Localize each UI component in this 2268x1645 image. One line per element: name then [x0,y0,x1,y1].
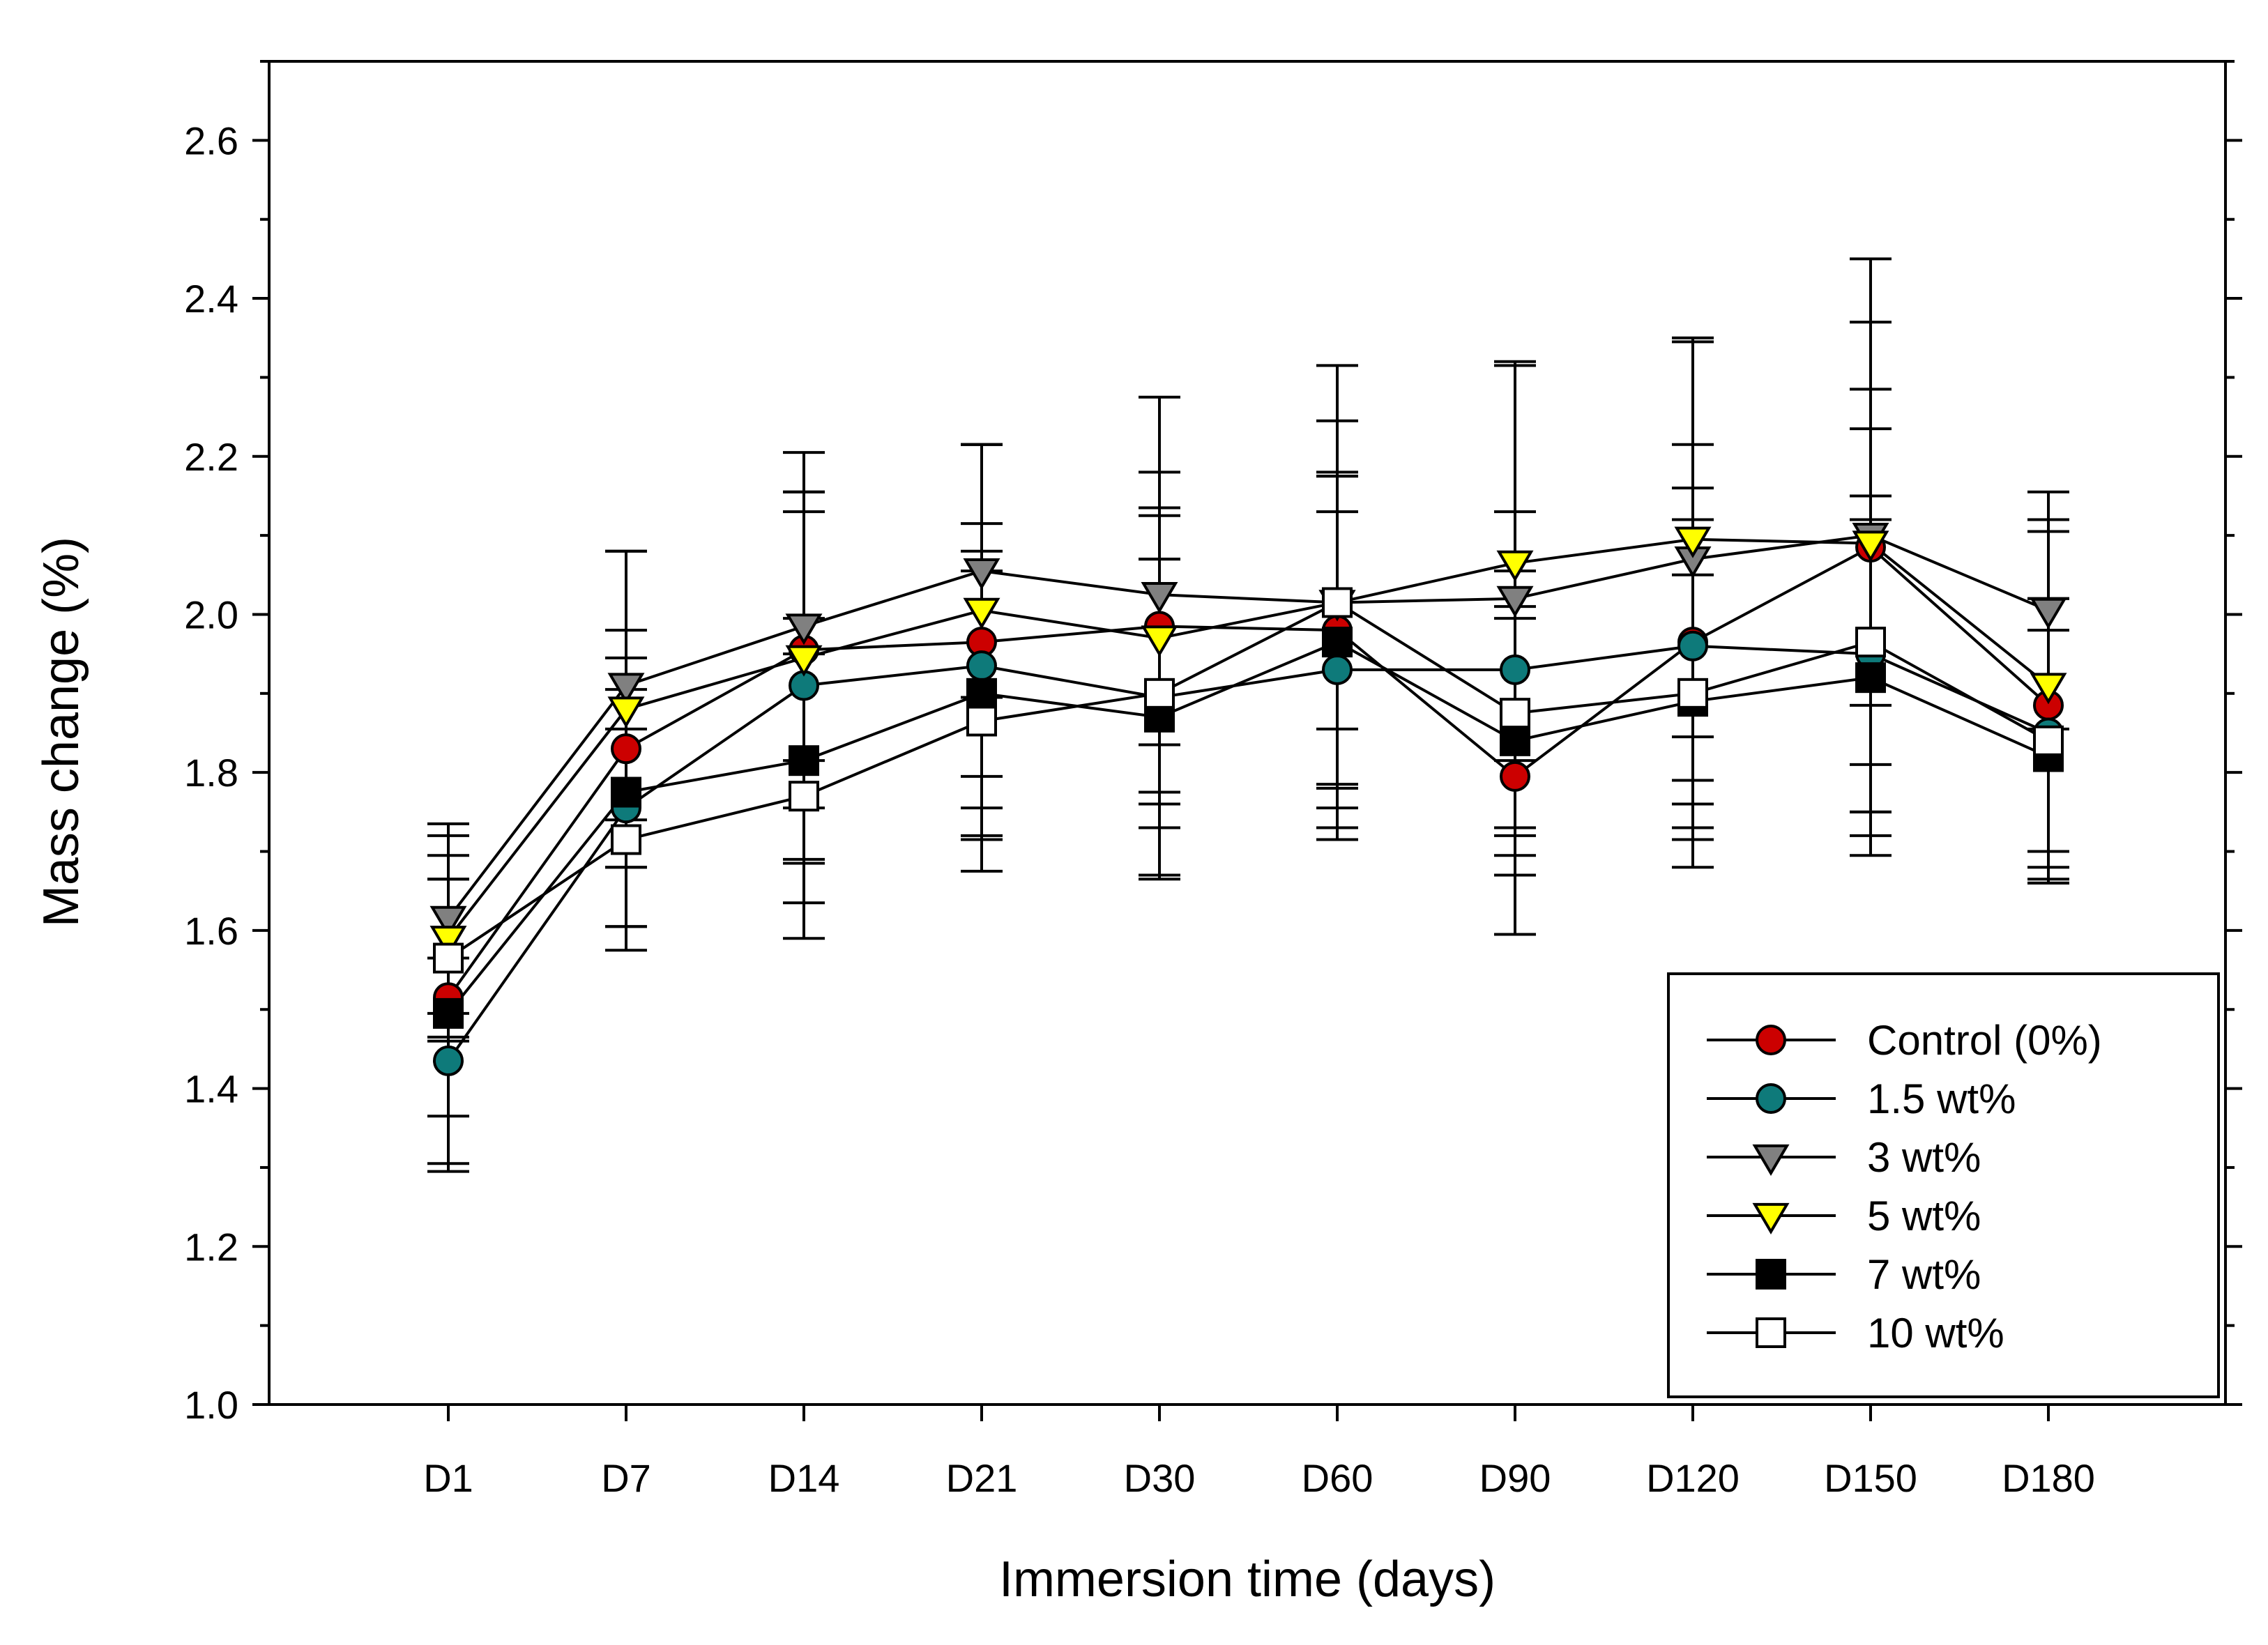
data-point [785,645,823,677]
x-axis-title: Immersion time (days) [999,1552,1495,1607]
data-point [1855,627,1886,658]
y-tick-label: 1.6 [184,909,238,953]
y-tick-label: 1.8 [184,751,238,795]
data-point [1322,627,1353,658]
data-point [433,942,464,974]
data-point [785,613,823,645]
data-point [1756,1317,1786,1348]
data-point [429,926,467,958]
x-tick-label: D21 [946,1456,1018,1500]
plot-frame [268,60,2227,1406]
series-line [447,545,2050,999]
legend-label: 5 wt% [1867,1193,1981,1239]
series-markers [429,523,2067,1076]
y-tick-label: 2.4 [184,277,238,321]
x-tick-label: D120 [1646,1456,1740,1500]
data-point [1677,630,1708,661]
series-line [447,537,2050,940]
x-tick-label: D1 [423,1456,473,1500]
data-point [789,745,819,776]
data-point [1144,678,1175,709]
x-tick-label: D7 [601,1456,651,1500]
data-point [1756,1259,1786,1290]
data-point [1496,586,1534,618]
y-axis-title: Mass change (%) [33,537,89,927]
legend-label: 7 wt% [1867,1251,1981,1298]
data-point [966,705,997,737]
series-line [447,640,2049,1015]
x-tick-label: D30 [1124,1456,1196,1500]
plot-border [268,60,2227,1406]
y-axis: 1.0 1.2 1.4 1.6 1.8 2.0 2.2 2.4 2.6 [184,60,2242,1427]
y-tick-label: 2.2 [184,435,238,479]
data-point [1141,582,1178,614]
legend-label: 1.5 wt% [1867,1076,2016,1122]
y-tick-label: 1.4 [184,1067,238,1111]
data-point [2030,673,2067,705]
data-point [1500,654,1530,685]
data-point [1674,526,1712,558]
legend: Control (0%) 1.5 wt% 3 wt% 5 wt% 7 wt% 1… [1667,972,2220,1398]
data-point [1756,1083,1786,1114]
data-point [966,678,997,709]
data-point [1496,550,1534,582]
data-point [963,597,1000,629]
data-point [607,673,645,705]
data-point [966,650,997,682]
data-point [1141,625,1178,657]
x-tick-label: D60 [1302,1456,1373,1500]
data-point [611,824,641,855]
data-point [2033,725,2064,756]
legend-label: 10 wt% [1867,1310,2004,1356]
data-point [1322,654,1353,685]
data-point [611,776,641,808]
y-tick-label: 1.2 [184,1225,238,1269]
legend-label: 3 wt% [1867,1134,1981,1181]
data-point [1500,698,1530,729]
series-line [447,534,2049,920]
data-point [1677,678,1708,709]
data-point [1756,1025,1786,1055]
x-tick-label: D90 [1479,1456,1551,1500]
y-tick-label: 2.0 [184,592,238,636]
data-point [433,1045,464,1076]
y-tick-label: 2.6 [184,118,238,162]
data-point [2030,597,2067,629]
y-tick-label: 1.0 [184,1383,238,1427]
x-axis: D1 D7 D14 D21 D30 D60 D90 D120 D150 D180 [423,1405,2095,1500]
x-tick-label: D180 [2002,1456,2095,1500]
data-point [607,696,645,728]
data-point [1322,587,1353,618]
data-point [429,905,467,938]
data-point [1752,1202,1790,1234]
series-line [447,644,2049,1062]
data-point [611,733,641,765]
legend-label: Control (0%) [1867,1017,2102,1064]
data-point [1852,530,1889,563]
data-point [1855,662,1886,694]
data-point [1500,725,1530,756]
data-point [1752,1144,1790,1176]
data-point [433,997,464,1029]
x-tick-label: D14 [768,1456,840,1500]
data-point [963,558,1000,590]
data-point [789,781,819,812]
data-point [1500,760,1530,792]
x-tick-label: D150 [1824,1456,1917,1500]
series-lines [447,534,2050,1062]
series-line [447,601,2049,960]
